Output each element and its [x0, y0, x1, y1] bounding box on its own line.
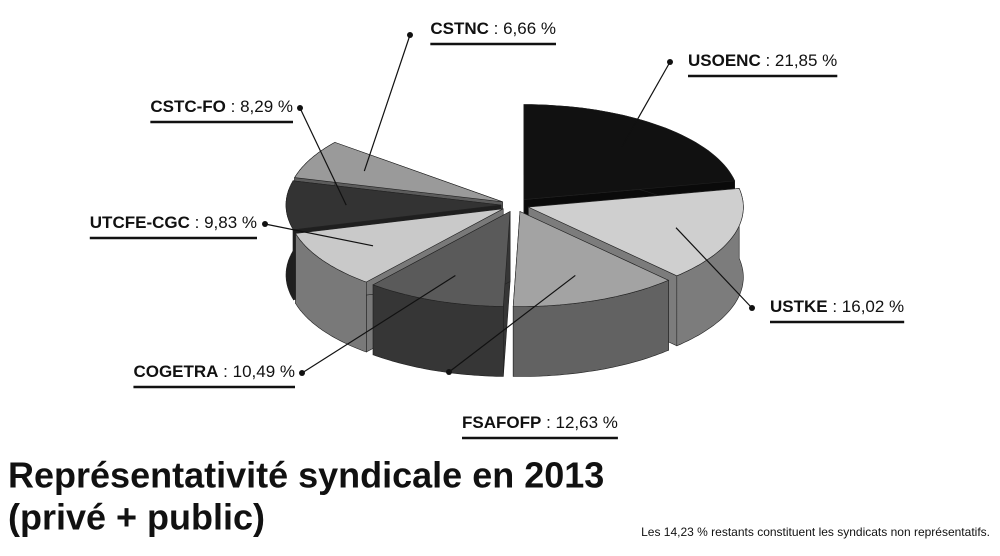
pie-slice [294, 142, 503, 203]
leader-line [363, 34, 411, 172]
leader-line [264, 223, 374, 247]
leader-line [621, 61, 671, 147]
leader-dot [299, 370, 305, 376]
slice-name: USTKE [770, 297, 828, 316]
slice-label: UTCFE-CGC : 9,83 % [90, 213, 257, 232]
slice-value: 21,85 % [775, 51, 837, 70]
label-separator: : [761, 51, 775, 70]
pie-slice [372, 210, 511, 307]
labels: USOENC : 21,85 % USTKE : 16,02 % FSAFOFP :… [89, 19, 905, 440]
pie-slice [295, 208, 504, 283]
leader-dot [262, 221, 268, 227]
slice-label: CSTC-FO : 8,29 % [150, 97, 293, 116]
slice-value: 16,02 % [842, 297, 904, 316]
pie-slice [527, 188, 744, 277]
leader-line [675, 227, 753, 309]
pie-tops [285, 104, 744, 307]
footnote: Les 14,23 % restants constituent les syn… [641, 525, 990, 539]
slice-value: 10,49 % [233, 362, 295, 381]
leader-line [448, 274, 576, 373]
slice-name: COGETRA [133, 362, 218, 381]
slice-value: 9,83 % [204, 213, 257, 232]
label-separator: : [828, 297, 842, 316]
slice-label: FSAFOFP : 12,63 % [462, 413, 618, 432]
label-separator: : [226, 97, 240, 116]
leader-dot [297, 105, 303, 111]
pie-slice [285, 180, 502, 231]
slice-name: UTCFE-CGC [90, 213, 190, 232]
leader-dot [407, 32, 413, 38]
leader-dot [446, 369, 452, 375]
pie-slice [523, 104, 736, 200]
slice-name: FSAFOFP [462, 413, 541, 432]
slice-label: COGETRA : 10,49 % [133, 362, 295, 381]
label-separator: : [489, 19, 503, 38]
leader-line [301, 275, 456, 374]
label-separator: : [190, 213, 204, 232]
slice-value: 6,66 % [503, 19, 556, 38]
slice-name: CSTNC [430, 19, 489, 38]
leader-dot [749, 305, 755, 311]
label-separator: : [541, 413, 555, 432]
slice-label: CSTNC : 6,66 % [430, 19, 556, 38]
slice-label: USTKE : 16,02 % [770, 297, 904, 316]
slice-name: CSTC-FO [150, 97, 226, 116]
chart-subtitle: (privé + public) [8, 497, 265, 538]
label-separator: : [218, 362, 232, 381]
slice-value: 12,63 % [556, 413, 618, 432]
slice-name: USOENC [688, 51, 761, 70]
pie-slice [512, 211, 670, 307]
slice-label: USOENC : 21,85 % [688, 51, 837, 70]
leader-line [299, 107, 347, 206]
chart-title: Représentativité syndicale en 2013 [8, 455, 604, 496]
leader-dot [667, 59, 673, 65]
slice-value: 8,29 % [240, 97, 293, 116]
